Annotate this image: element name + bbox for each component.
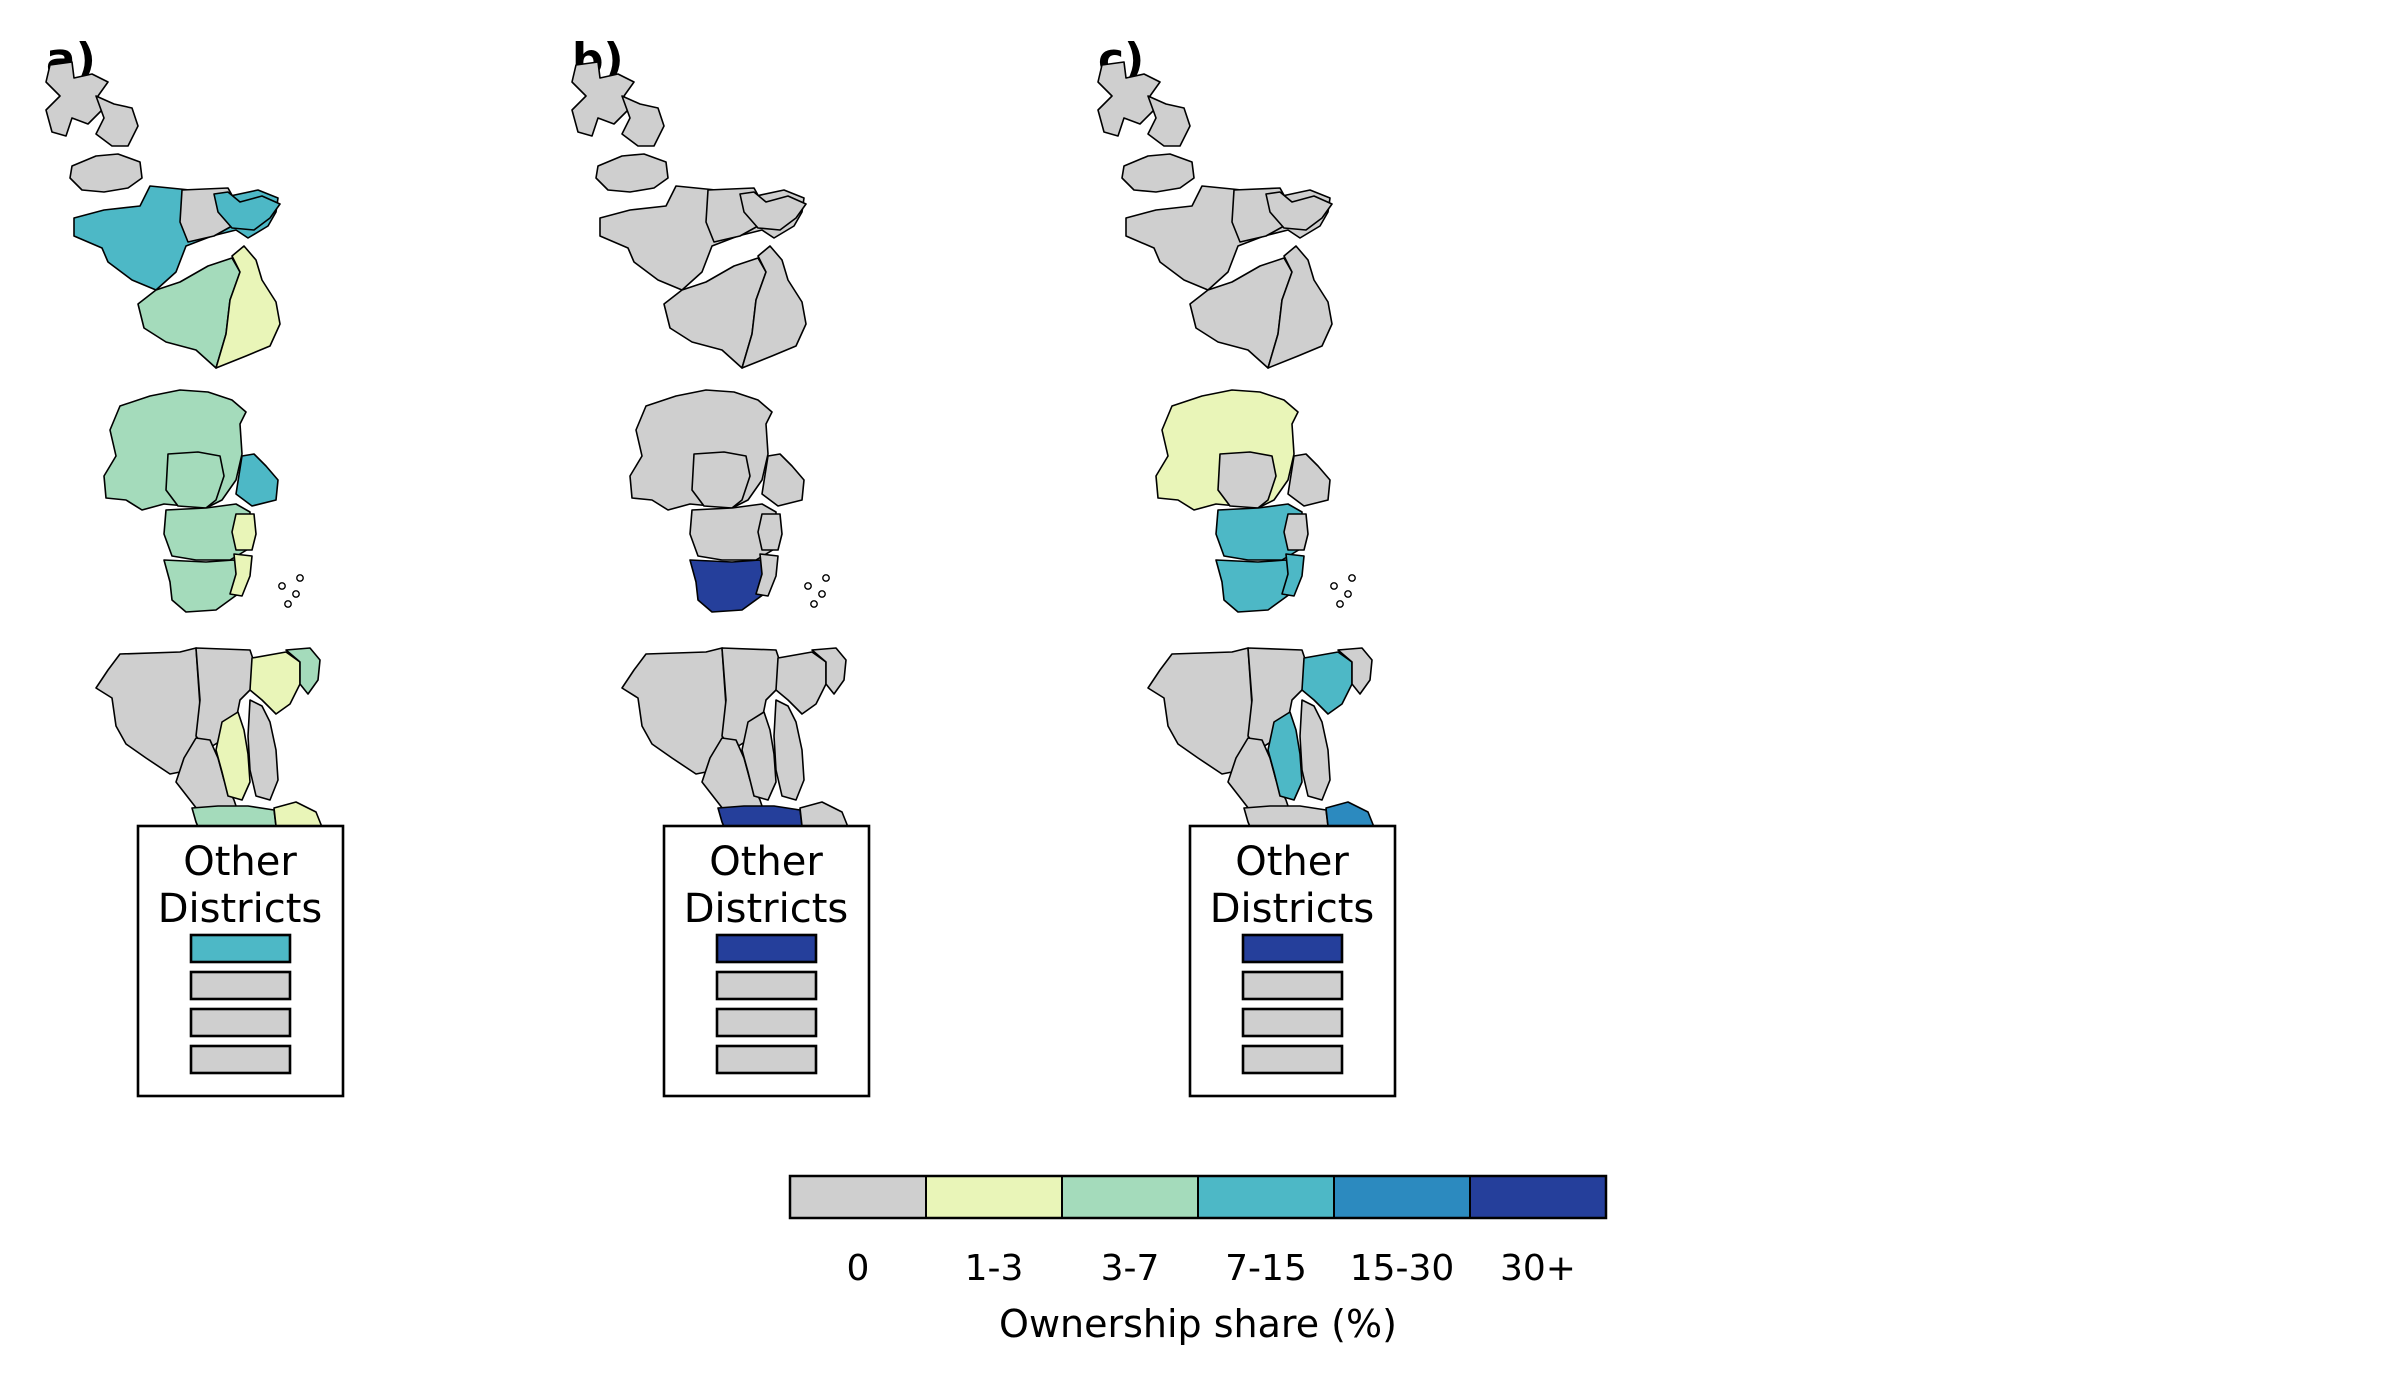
district-c2	[691, 451, 751, 509]
inset-title-line1: Other	[1235, 839, 1349, 885]
inset-district-swatch	[715, 1007, 818, 1038]
district-n3	[595, 153, 669, 193]
inset-title-line2: Districts	[1210, 886, 1375, 932]
district-m5	[811, 647, 847, 695]
colorbar-cell	[789, 1175, 927, 1219]
inset-district-swatch	[189, 1007, 292, 1038]
district-n2	[1147, 95, 1191, 147]
district-n1	[571, 61, 635, 137]
district-n6	[213, 191, 281, 231]
colorbar-tick-label: 3-7	[1101, 1248, 1160, 1289]
district-c5	[1283, 513, 1309, 551]
district-n3	[69, 153, 143, 193]
island-marker	[804, 582, 812, 590]
district-c3	[235, 453, 279, 507]
island-marker	[818, 590, 826, 598]
district-n8	[215, 245, 281, 369]
district-n1	[45, 61, 109, 137]
colorbar-frame	[788, 1174, 1608, 1220]
district-m7	[1299, 699, 1331, 801]
district-m4	[249, 651, 301, 715]
district-c2	[1217, 451, 1277, 509]
district-m4	[775, 651, 827, 715]
inset-title-line1: Other	[183, 839, 297, 885]
district-n8	[741, 245, 807, 369]
island-marker	[1330, 582, 1338, 590]
colorbar-cell	[925, 1175, 1063, 1219]
inset-district-swatch	[189, 1044, 292, 1075]
district-c6	[689, 559, 771, 613]
district-m1	[1147, 647, 1253, 775]
colorbar-cell	[1197, 1175, 1335, 1219]
district-m6	[741, 711, 777, 801]
inset-district-swatch	[189, 933, 292, 964]
district-m4	[1301, 651, 1353, 715]
district-m5	[285, 647, 321, 695]
inset-title-line2: Districts	[158, 886, 323, 932]
district-n1	[1097, 61, 1161, 137]
inset-district-swatch	[1241, 970, 1344, 1001]
district-n2	[95, 95, 139, 147]
district-n6	[739, 191, 807, 231]
inset-district-swatch	[1241, 933, 1344, 964]
island-marker	[292, 590, 300, 598]
colorbar-cell	[1333, 1175, 1471, 1219]
island-marker	[296, 574, 304, 582]
district-c2	[165, 451, 225, 509]
island-marker	[278, 582, 286, 590]
district-c6	[1215, 559, 1297, 613]
colorbar-tick-label: 0	[847, 1248, 870, 1289]
district-m7	[773, 699, 805, 801]
colorbar-legend: 0 1-3 3-7 7-15 15-30 30+ Ownership share (%)	[788, 1174, 1608, 1346]
district-n6	[1265, 191, 1333, 231]
district-m1	[95, 647, 201, 775]
colorbar-tick-label: 7-15	[1225, 1248, 1307, 1289]
district-c5	[757, 513, 783, 551]
inset-district-swatch	[715, 970, 818, 1001]
district-m6	[215, 711, 251, 801]
island-marker	[810, 600, 818, 608]
colorbar-cell	[1469, 1175, 1607, 1219]
colorbar-tick-label: 30+	[1500, 1248, 1576, 1289]
island-marker	[1348, 574, 1356, 582]
district-c7	[755, 553, 779, 597]
district-m5	[1337, 647, 1373, 695]
district-n2	[621, 95, 665, 147]
district-m7	[247, 699, 279, 801]
district-m1	[621, 647, 727, 775]
inset-district-swatch	[189, 970, 292, 1001]
district-c5	[231, 513, 257, 551]
inset-district-swatch	[715, 933, 818, 964]
inset-district-swatch	[1241, 1007, 1344, 1038]
district-c6	[163, 559, 245, 613]
district-m6	[1267, 711, 1303, 801]
colorbar-cell	[1061, 1175, 1199, 1219]
district-c3	[761, 453, 805, 507]
district-n8	[1267, 245, 1333, 369]
colorbar-axis-label: Ownership share (%)	[999, 1302, 1397, 1346]
island-marker	[1344, 590, 1352, 598]
district-n3	[1121, 153, 1195, 193]
district-c7	[229, 553, 253, 597]
inset-district-swatch	[715, 1044, 818, 1075]
island-marker	[822, 574, 830, 582]
district-c3	[1287, 453, 1331, 507]
island-marker	[1336, 600, 1344, 608]
colorbar-tick-label: 15-30	[1350, 1248, 1455, 1289]
inset-title-line2: Districts	[684, 886, 849, 932]
inset-district-swatch	[1241, 1044, 1344, 1075]
island-marker	[284, 600, 292, 608]
colorbar-tick-label: 1-3	[965, 1248, 1024, 1289]
inset-title-line1: Other	[709, 839, 823, 885]
district-c7	[1281, 553, 1305, 597]
